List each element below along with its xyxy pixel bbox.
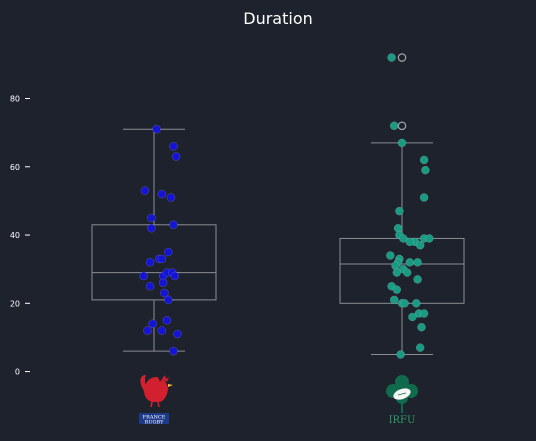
data-point <box>419 155 429 165</box>
data-point <box>143 326 152 335</box>
france-logo-line2: RUGBY <box>145 420 165 426</box>
data-point <box>421 165 430 175</box>
data-point <box>162 316 172 325</box>
irfu-logo-text: IRFU <box>389 415 416 426</box>
data-point <box>415 241 425 250</box>
outlier-marker <box>397 53 407 62</box>
data-point <box>147 223 156 233</box>
rooster-icon <box>140 375 173 408</box>
data-point <box>419 309 429 318</box>
data-point <box>402 268 412 277</box>
data-point <box>397 138 407 148</box>
y-tick-label: 0 <box>15 368 20 377</box>
plot-area <box>91 53 465 359</box>
france-rugby-logo: FRANCE RUGBY <box>139 375 173 426</box>
data-point <box>147 213 156 223</box>
data-point <box>389 121 399 131</box>
data-point <box>139 271 148 281</box>
data-point <box>415 343 425 352</box>
rugby-ball-icon <box>393 388 411 400</box>
data-point <box>400 299 409 308</box>
y-tick-label: 80 <box>10 95 20 104</box>
data-point <box>152 124 161 134</box>
data-point <box>148 319 157 329</box>
data-point <box>160 288 169 298</box>
data-point <box>157 326 167 335</box>
data-point <box>392 268 402 277</box>
data-point <box>389 295 399 305</box>
data-point <box>157 189 167 199</box>
data-point <box>145 258 155 267</box>
data-point <box>169 220 178 230</box>
data-point <box>425 234 434 243</box>
data-point <box>405 258 415 267</box>
chart-title: Duration <box>243 9 313 28</box>
data-point <box>413 258 422 267</box>
data-point <box>145 281 155 291</box>
data-point <box>392 285 402 294</box>
data-point <box>166 193 176 202</box>
series-group <box>91 124 217 356</box>
data-point <box>387 53 396 62</box>
data-point <box>157 254 167 264</box>
data-point <box>419 193 429 202</box>
data-point <box>412 299 421 308</box>
data-point <box>405 237 415 247</box>
series-group <box>339 53 465 359</box>
data-point <box>413 275 422 284</box>
data-point <box>408 312 417 322</box>
data-point <box>158 278 168 288</box>
y-tick-label: 20 <box>10 299 20 308</box>
irfu-logo: IRFU <box>386 375 418 426</box>
box-iqr <box>91 224 217 301</box>
y-axis: 0 20 40 60 80 <box>10 95 30 377</box>
data-point <box>169 142 178 151</box>
data-point <box>164 247 173 257</box>
data-point <box>169 346 178 356</box>
y-tick-label: 40 <box>10 231 20 240</box>
data-point <box>173 329 182 339</box>
france-logo-line1: FRANCE <box>143 415 166 421</box>
data-point <box>417 322 426 332</box>
data-point <box>396 350 405 359</box>
data-point <box>395 206 404 216</box>
y-tick-label: 60 <box>10 163 20 172</box>
outlier-marker <box>397 121 407 131</box>
data-point <box>170 271 180 281</box>
data-point <box>164 295 173 305</box>
data-point <box>386 251 395 260</box>
data-point <box>171 152 181 161</box>
data-point <box>140 186 150 195</box>
data-point <box>399 234 408 243</box>
